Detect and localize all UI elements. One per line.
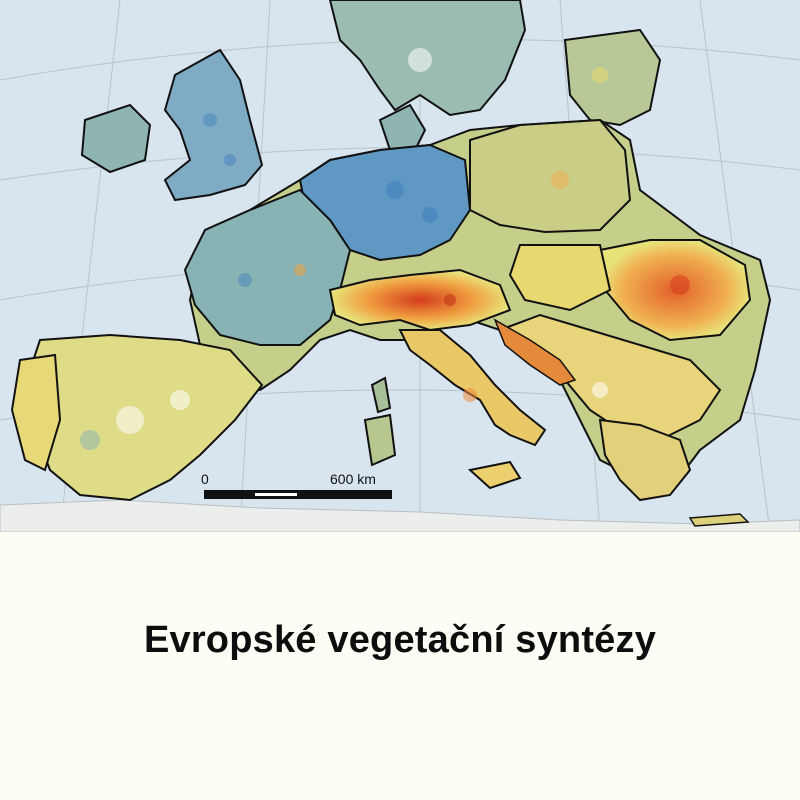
finland-baltic-land — [563, 28, 662, 127]
ireland-land — [80, 103, 152, 174]
sardinia-land — [363, 413, 397, 467]
north-africa-land — [0, 499, 800, 532]
corsica-land — [370, 376, 392, 414]
portugal-region — [10, 353, 62, 472]
france-region — [183, 188, 352, 346]
hungary-region — [508, 244, 612, 312]
scale-bar-start-label: 0 — [201, 471, 209, 487]
vegetation-texture — [80, 48, 690, 450]
scale-bar-end-label: 600 km — [330, 471, 376, 487]
alps-region — [328, 268, 512, 332]
denmark-land — [378, 103, 427, 151]
map-canvas — [0, 0, 800, 532]
croatia-coast-region — [493, 318, 577, 386]
crete-land — [688, 513, 750, 527]
vegetation-map: 0 600 km — [0, 0, 800, 532]
poland-region — [469, 118, 632, 234]
page-title: Evropské vegetační syntézy — [143, 619, 657, 661]
scale-bar — [204, 490, 392, 499]
greece-land — [598, 418, 692, 502]
italy-land — [398, 329, 547, 447]
sicily-land — [467, 460, 522, 490]
